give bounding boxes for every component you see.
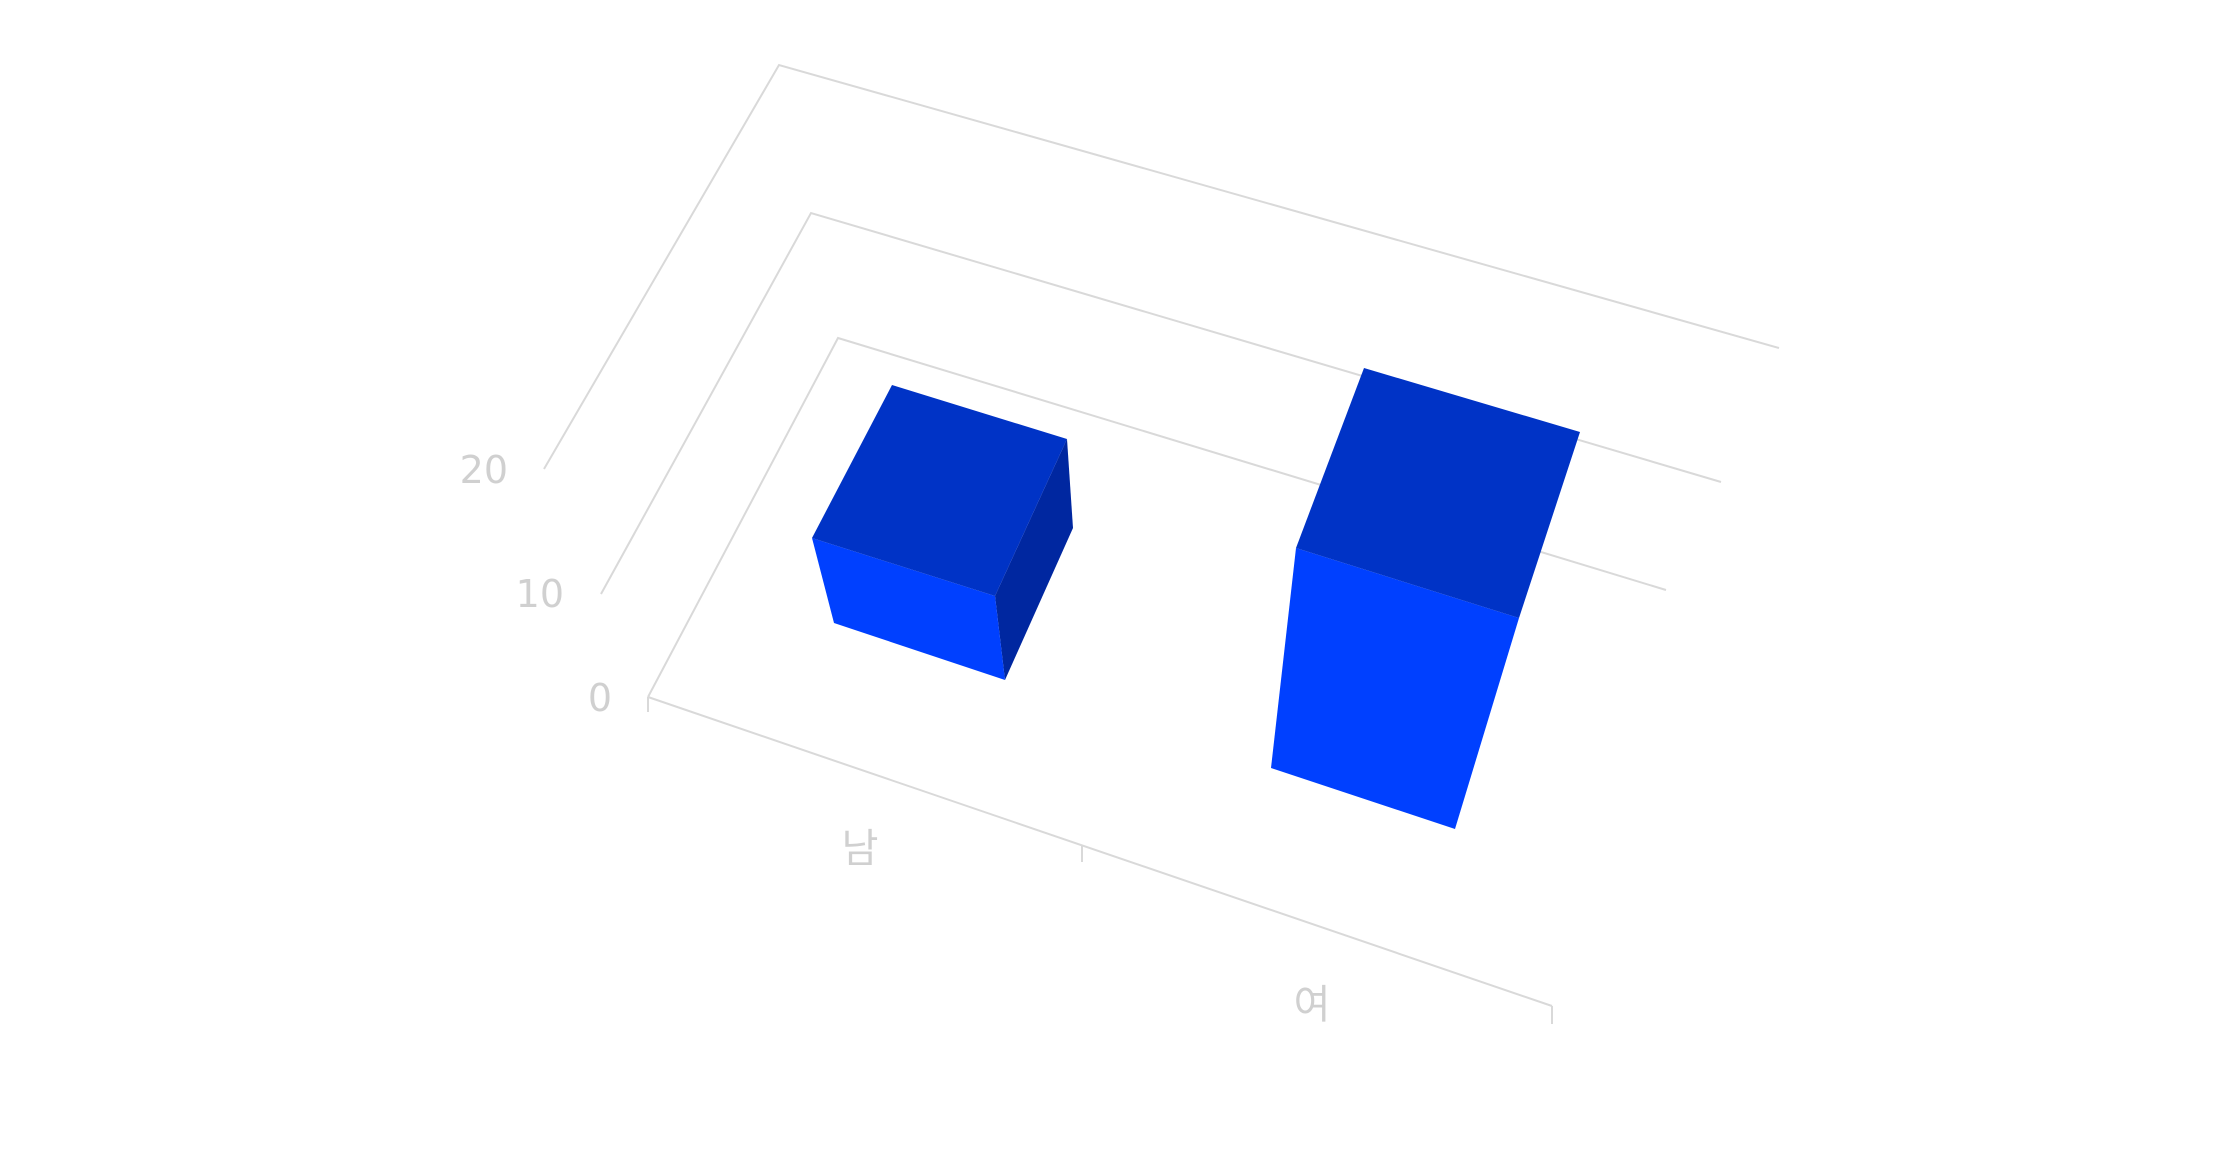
y-tick-label: 0 [588,676,612,720]
x-axis-line [647,696,1553,1007]
bar-top-face [1296,368,1580,618]
bar-front-face [1271,548,1519,829]
x-category-label: 여 [1294,982,1331,1028]
bars [812,368,1580,829]
axes [647,696,1553,1024]
x-category-label: 남 [842,826,879,872]
gridlines [543,63,1780,698]
bar-front-face [812,538,1005,680]
gridline [600,211,1722,595]
gridline [543,63,1780,470]
y-tick-label: 10 [516,572,564,616]
labels: 0 10 20 남 여 [460,448,1331,1028]
y-tick-label: 20 [460,448,508,492]
bar-side-face [995,439,1073,680]
bar-top-face [812,385,1067,596]
